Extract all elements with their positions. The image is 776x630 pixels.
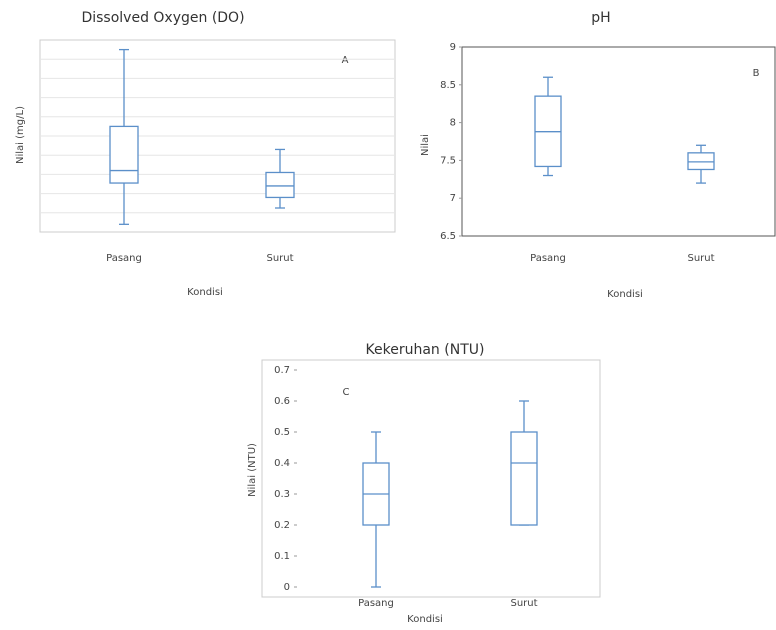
y-tick-label: 7 (450, 193, 456, 204)
y-tick-label: 0.2 (274, 520, 290, 531)
annotation: C (343, 387, 350, 398)
y-axis-label: Nilai (420, 134, 431, 156)
y-tick-label: 9 (450, 42, 456, 53)
y-tick-label: 0.1 (274, 551, 290, 562)
y-tick-label: 8 (450, 118, 456, 129)
y-tick-label: 0.5 (274, 427, 290, 438)
x-axis-label: Kondisi (187, 287, 223, 298)
y-tick-label: 0.4 (274, 458, 290, 469)
y-axis-label: Nilai (mg/L) (15, 106, 26, 164)
y-axis-label: Nilai (NTU) (247, 443, 258, 497)
annotation: B (753, 68, 760, 79)
box (687, 152, 715, 171)
plot-frame (461, 46, 776, 237)
y-tick-label: 0.7 (274, 365, 290, 376)
x-tick-label: Surut (510, 598, 537, 609)
x-axis-label: Kondisi (407, 614, 443, 625)
x-axis-label: Kondisi (607, 289, 643, 300)
x-tick-label: Surut (687, 253, 714, 264)
y-tick-label: 7.5 (440, 155, 456, 166)
x-tick-label: Pasang (358, 598, 394, 609)
box (510, 431, 538, 526)
x-tick-label: Pasang (106, 253, 142, 264)
x-tick-label: Pasang (530, 253, 566, 264)
y-tick-label: 6.5 (440, 231, 456, 242)
annotation: A (342, 55, 349, 66)
chart-title: Kekeruhan (NTU) (366, 342, 485, 358)
chart-title: Dissolved Oxygen (DO) (81, 10, 244, 26)
y-tick-label: 8.5 (440, 80, 456, 91)
y-tick-label: 0.3 (274, 489, 290, 500)
plot-frame (261, 359, 601, 598)
y-tick-label: 0.6 (274, 396, 290, 407)
chart-title: pH (591, 10, 610, 26)
y-tick-label: 0 (284, 582, 290, 593)
x-tick-label: Surut (266, 253, 293, 264)
box (109, 125, 139, 184)
box (265, 171, 295, 199)
